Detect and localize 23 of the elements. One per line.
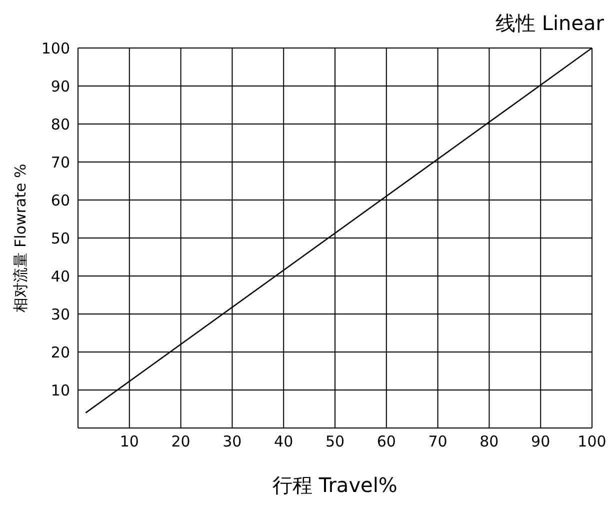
x-tick-label: 50 xyxy=(325,432,345,451)
y-tick-label: 90 xyxy=(50,77,70,96)
y-axis-title: 相对流量 Flowrate % xyxy=(11,164,30,312)
y-tick-label: 80 xyxy=(50,115,70,134)
y-tick-label: 70 xyxy=(50,153,70,172)
y-tick-label: 40 xyxy=(50,267,70,286)
y-tick-label: 30 xyxy=(50,305,70,324)
y-tick-label: 100 xyxy=(41,39,70,58)
x-tick-label: 10 xyxy=(120,432,139,451)
chart-title: 线性 Linear xyxy=(494,10,605,37)
x-tick-label: 100 xyxy=(578,432,606,451)
x-axis-title: 行程 Travel% xyxy=(272,473,398,497)
x-tick-label: 30 xyxy=(222,432,242,451)
x-tick-label: 20 xyxy=(171,432,190,451)
y-tick-label: 50 xyxy=(50,229,70,248)
x-tick-label: 60 xyxy=(376,432,396,451)
x-tick-label: 40 xyxy=(274,432,294,451)
x-tick-label: 70 xyxy=(428,432,448,451)
x-tick-label: 80 xyxy=(480,432,499,451)
y-tick-label: 10 xyxy=(50,381,70,400)
y-tick-label: 60 xyxy=(50,191,70,210)
x-tick-label: 90 xyxy=(531,432,550,451)
y-tick-label: 20 xyxy=(50,343,70,362)
